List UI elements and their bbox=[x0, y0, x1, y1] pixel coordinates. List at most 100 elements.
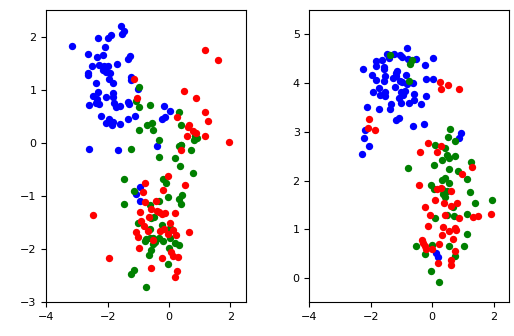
Point bbox=[457, 131, 466, 136]
Point bbox=[120, 177, 128, 182]
Point bbox=[447, 203, 455, 209]
Point bbox=[415, 182, 423, 187]
Point bbox=[486, 211, 494, 216]
Point bbox=[155, 209, 163, 214]
Point bbox=[137, 218, 145, 223]
Point bbox=[112, 104, 120, 109]
Point bbox=[161, 114, 169, 119]
Point bbox=[155, 235, 163, 241]
Point bbox=[109, 80, 117, 86]
Point bbox=[454, 215, 463, 220]
Point bbox=[134, 235, 142, 240]
Point bbox=[443, 188, 451, 194]
Point bbox=[123, 116, 132, 121]
Point bbox=[441, 175, 449, 181]
Point bbox=[105, 76, 113, 82]
Point bbox=[433, 187, 441, 192]
Point bbox=[399, 93, 408, 98]
Point bbox=[396, 78, 404, 84]
Point bbox=[89, 212, 98, 218]
Point bbox=[402, 73, 410, 78]
Point bbox=[409, 124, 417, 129]
Point bbox=[377, 57, 386, 63]
Point bbox=[430, 186, 438, 192]
Point bbox=[187, 147, 195, 153]
Point bbox=[147, 207, 155, 212]
Point bbox=[185, 229, 193, 235]
Point bbox=[177, 192, 186, 198]
Point bbox=[175, 197, 183, 202]
Point bbox=[135, 104, 143, 110]
Point bbox=[84, 52, 93, 57]
Point bbox=[105, 116, 113, 122]
Point bbox=[405, 101, 413, 106]
Point bbox=[157, 222, 166, 228]
Point bbox=[135, 246, 143, 251]
Point bbox=[380, 73, 389, 79]
Point bbox=[431, 215, 439, 220]
Point bbox=[158, 116, 166, 122]
Point bbox=[381, 89, 389, 94]
Point bbox=[180, 89, 189, 94]
Point bbox=[438, 187, 447, 192]
Point bbox=[380, 65, 388, 70]
Point bbox=[153, 144, 161, 149]
Point bbox=[372, 64, 380, 69]
Point bbox=[448, 205, 456, 210]
Point bbox=[134, 87, 142, 92]
Point bbox=[362, 104, 371, 110]
Point bbox=[447, 262, 455, 267]
Point bbox=[381, 93, 389, 98]
Point bbox=[409, 80, 417, 86]
Point bbox=[191, 133, 199, 138]
Point bbox=[451, 154, 459, 159]
Point bbox=[424, 224, 432, 229]
Point bbox=[450, 213, 458, 218]
Point bbox=[357, 152, 365, 157]
Point bbox=[421, 247, 430, 252]
Point bbox=[155, 198, 163, 204]
Point bbox=[382, 51, 391, 56]
Point bbox=[84, 72, 93, 78]
Point bbox=[447, 188, 455, 193]
Point bbox=[172, 232, 180, 237]
Point bbox=[200, 133, 209, 139]
Point bbox=[380, 78, 388, 83]
Point bbox=[396, 52, 405, 58]
Point bbox=[104, 36, 113, 41]
Point bbox=[136, 210, 144, 215]
Point bbox=[149, 241, 157, 247]
Point bbox=[146, 248, 155, 253]
Point bbox=[421, 62, 429, 68]
Point bbox=[368, 72, 376, 78]
Point bbox=[153, 209, 161, 214]
Point bbox=[429, 55, 437, 60]
Point bbox=[428, 246, 436, 252]
Point bbox=[144, 228, 153, 234]
Point bbox=[146, 226, 154, 232]
Point bbox=[436, 79, 445, 84]
Point bbox=[99, 52, 107, 58]
Point bbox=[445, 180, 453, 186]
Point bbox=[214, 57, 222, 63]
Point bbox=[92, 100, 100, 106]
Point bbox=[375, 85, 383, 91]
Point bbox=[105, 255, 113, 260]
Point bbox=[159, 176, 167, 181]
Point bbox=[405, 166, 413, 171]
Point bbox=[152, 199, 160, 204]
Point bbox=[100, 65, 108, 70]
Point bbox=[443, 152, 451, 157]
Point bbox=[158, 211, 167, 216]
Point bbox=[201, 48, 209, 53]
Point bbox=[126, 53, 134, 58]
Point bbox=[371, 127, 379, 133]
Point bbox=[163, 173, 172, 179]
Point bbox=[101, 44, 109, 49]
Point bbox=[147, 216, 155, 221]
Point bbox=[155, 137, 163, 143]
Point bbox=[141, 239, 150, 244]
Point bbox=[177, 142, 185, 148]
Point bbox=[455, 136, 463, 141]
Point bbox=[395, 115, 403, 120]
